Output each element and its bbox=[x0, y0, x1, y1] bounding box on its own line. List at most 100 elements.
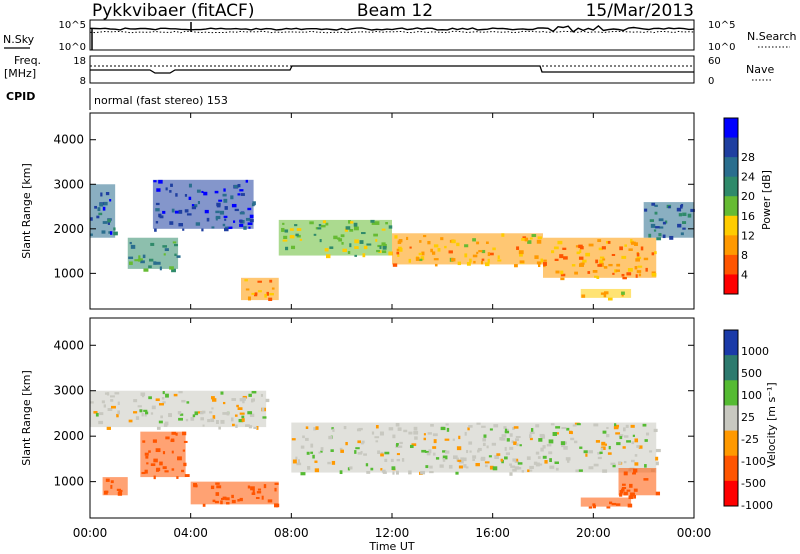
echo-cell bbox=[174, 253, 177, 257]
echo-cell bbox=[242, 395, 247, 399]
echo-cell bbox=[598, 247, 603, 251]
echo-cell bbox=[222, 401, 226, 405]
echo-cell bbox=[473, 260, 476, 264]
echo-cell bbox=[140, 260, 145, 264]
echo-cell bbox=[305, 437, 309, 441]
echo-cell bbox=[207, 419, 211, 423]
echo-cell bbox=[223, 188, 226, 192]
echo-cell bbox=[555, 270, 560, 274]
echo-cell bbox=[375, 239, 378, 242]
echo-cell bbox=[638, 273, 642, 277]
colorbar-swatch bbox=[724, 176, 738, 197]
echo-cell bbox=[466, 262, 471, 266]
echo-cell bbox=[222, 496, 227, 500]
echo-cell bbox=[664, 220, 668, 224]
echo-cell bbox=[262, 416, 267, 419]
echo-cell bbox=[244, 279, 248, 282]
echo-cell bbox=[183, 440, 188, 443]
echo-cell bbox=[141, 412, 144, 417]
echo-cell bbox=[496, 453, 501, 456]
echo-cell bbox=[144, 413, 147, 417]
echo-cell bbox=[524, 237, 529, 242]
echo-cell bbox=[113, 231, 118, 236]
echo-cell bbox=[159, 266, 162, 271]
echo-cell bbox=[595, 259, 599, 264]
echo-cell bbox=[310, 451, 314, 454]
echo-cell bbox=[509, 463, 512, 466]
echo-cell bbox=[251, 292, 255, 295]
echo-cell bbox=[94, 205, 98, 209]
echo-cell bbox=[188, 183, 192, 188]
echo-cell bbox=[153, 475, 156, 480]
echo-cell bbox=[493, 424, 499, 428]
echo-cell bbox=[448, 464, 453, 469]
echo-cell bbox=[155, 221, 159, 224]
echo-cell bbox=[175, 193, 178, 197]
echo-cell bbox=[390, 458, 394, 462]
echo-block bbox=[241, 277, 279, 301]
echo-cell bbox=[255, 496, 260, 500]
echo-cell bbox=[151, 405, 156, 410]
echo-cell bbox=[110, 395, 115, 398]
echo-cell bbox=[379, 431, 384, 436]
echo-cell bbox=[320, 447, 324, 451]
colorbar-tick-label: 20 bbox=[741, 190, 755, 203]
echo-cell bbox=[623, 491, 628, 496]
echo-cell bbox=[396, 248, 400, 252]
echo-cell bbox=[99, 202, 104, 207]
echo-region bbox=[127, 237, 181, 273]
echo-cell bbox=[609, 501, 613, 505]
echo-cell bbox=[535, 462, 540, 467]
colorbar-swatch bbox=[724, 274, 738, 295]
echo-cell bbox=[379, 245, 382, 249]
echo-cell bbox=[385, 222, 388, 225]
echo-cell bbox=[529, 465, 534, 470]
echo-cell bbox=[230, 226, 233, 229]
echo-cell bbox=[604, 443, 607, 446]
echo-cell bbox=[540, 447, 544, 452]
echo-cell bbox=[178, 391, 183, 394]
echo-cell bbox=[489, 465, 494, 470]
echo-cell bbox=[654, 251, 657, 255]
echo-cell bbox=[677, 223, 682, 228]
echo-cell bbox=[626, 440, 632, 443]
echo-cell bbox=[453, 455, 458, 459]
echo-cell bbox=[210, 396, 215, 400]
echo-cell bbox=[114, 392, 120, 395]
echo-cell bbox=[423, 437, 427, 441]
echo-cell bbox=[396, 458, 401, 462]
echo-cell bbox=[102, 206, 106, 211]
colorbar-tick-label: 12 bbox=[741, 229, 755, 242]
echo-cell bbox=[215, 210, 220, 214]
beam-title: Beam 12 bbox=[357, 1, 433, 21]
echo-cell bbox=[431, 251, 436, 255]
echo-cell bbox=[135, 416, 140, 420]
echo-cell bbox=[482, 442, 486, 447]
echo-cell bbox=[497, 259, 502, 262]
echo-cell bbox=[543, 259, 547, 262]
echo-cell bbox=[482, 438, 486, 442]
echo-cell bbox=[648, 233, 652, 238]
echo-cell bbox=[630, 459, 635, 463]
freq-trace bbox=[90, 65, 694, 74]
echo-cell bbox=[349, 228, 354, 232]
echo-cell bbox=[603, 291, 609, 295]
echo-cell bbox=[654, 211, 658, 215]
echo-cell bbox=[144, 452, 149, 456]
echo-cell bbox=[342, 248, 347, 253]
colorbar-swatch bbox=[724, 196, 738, 217]
echo-cell bbox=[164, 470, 169, 473]
echo-cell bbox=[487, 258, 490, 263]
echo-cell bbox=[640, 246, 644, 251]
echo-cell bbox=[392, 471, 395, 475]
echo-cell bbox=[374, 436, 380, 439]
echo-cell bbox=[100, 192, 103, 197]
echo-cell bbox=[599, 451, 603, 455]
echo-cell bbox=[257, 280, 262, 283]
echo-cell bbox=[682, 221, 687, 224]
echo-cell bbox=[203, 191, 208, 196]
echo-cell bbox=[178, 209, 183, 214]
echo-cell bbox=[102, 221, 108, 224]
echo-cell bbox=[534, 255, 539, 259]
